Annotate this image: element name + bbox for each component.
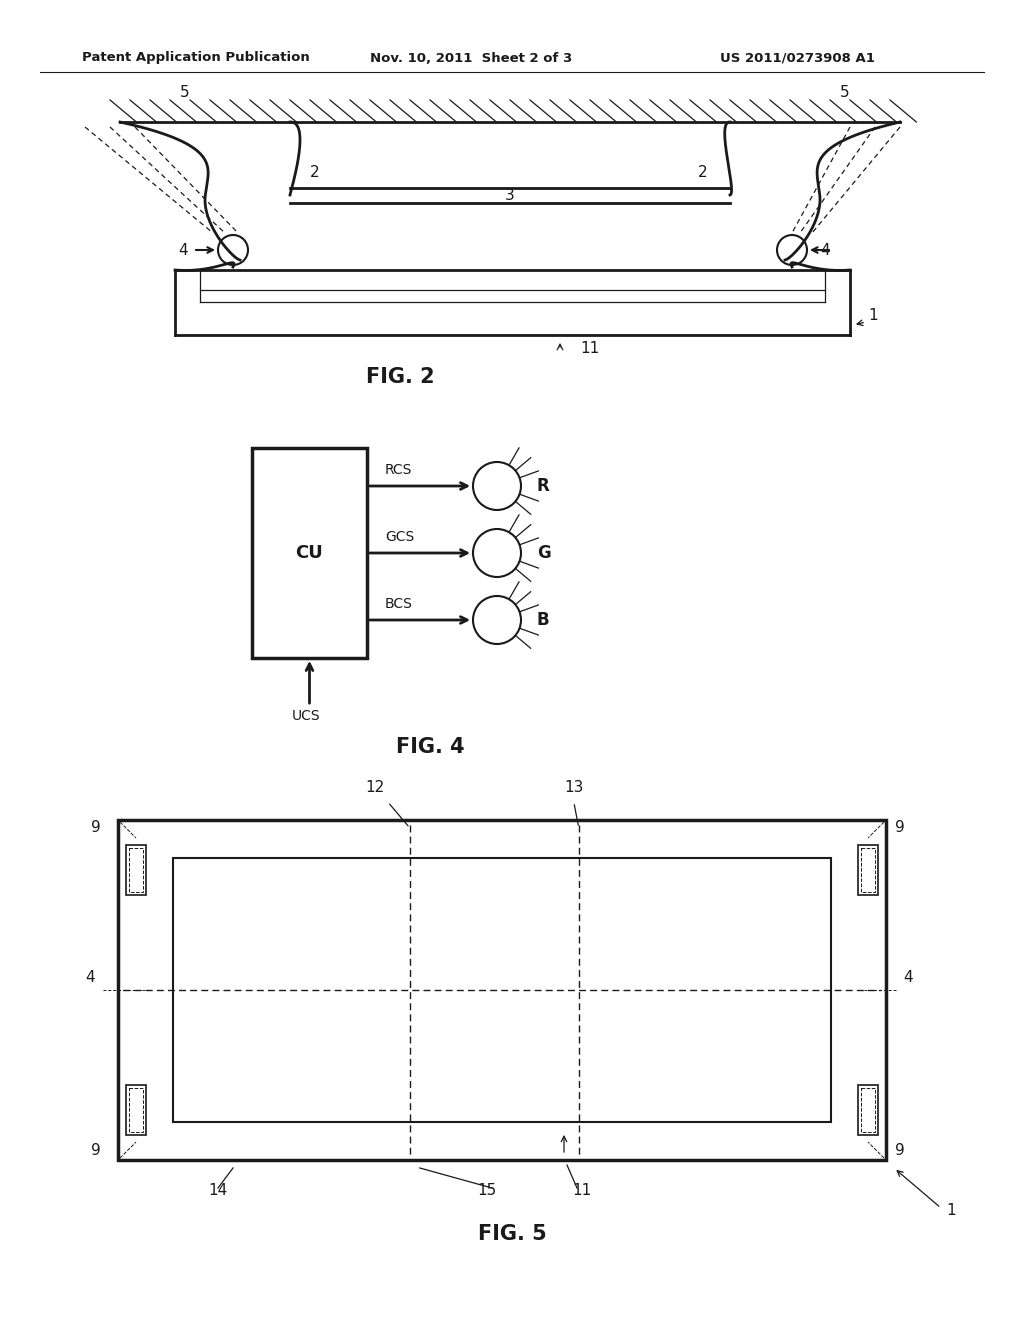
Text: 1: 1 <box>868 308 878 323</box>
Bar <box>129 1088 143 1133</box>
Text: 13: 13 <box>564 780 584 795</box>
Bar <box>173 858 831 1122</box>
Bar <box>129 847 143 892</box>
Text: 9: 9 <box>895 1143 905 1158</box>
Text: 4: 4 <box>903 970 912 985</box>
Text: 5: 5 <box>840 84 850 100</box>
Bar <box>858 1085 878 1135</box>
Bar <box>861 847 874 892</box>
Text: R: R <box>537 477 550 495</box>
Text: GCS: GCS <box>385 531 415 544</box>
Bar <box>126 845 146 895</box>
Text: 4: 4 <box>85 970 95 985</box>
Text: 3: 3 <box>505 187 515 202</box>
Text: FIG. 5: FIG. 5 <box>477 1224 547 1243</box>
Text: 11: 11 <box>581 341 600 356</box>
Text: 2: 2 <box>310 165 319 180</box>
Text: FIG. 4: FIG. 4 <box>395 737 464 756</box>
Bar <box>118 820 886 1160</box>
Bar <box>858 845 878 895</box>
Text: 11: 11 <box>572 1183 592 1199</box>
Text: 9: 9 <box>91 820 101 836</box>
Text: FIG. 2: FIG. 2 <box>366 367 434 387</box>
Text: 9: 9 <box>895 820 905 836</box>
Bar <box>126 1085 146 1135</box>
Text: 1: 1 <box>946 1203 955 1218</box>
Text: 2: 2 <box>698 165 708 180</box>
Text: BCS: BCS <box>385 597 413 611</box>
Text: 9: 9 <box>91 1143 101 1158</box>
Text: 4: 4 <box>820 243 829 257</box>
Text: CU: CU <box>296 544 324 562</box>
Bar <box>861 1088 874 1133</box>
Text: G: G <box>537 544 551 562</box>
Text: Nov. 10, 2011  Sheet 2 of 3: Nov. 10, 2011 Sheet 2 of 3 <box>370 51 572 65</box>
Text: 15: 15 <box>477 1183 497 1199</box>
Bar <box>252 447 367 657</box>
Text: 12: 12 <box>366 780 384 795</box>
Text: B: B <box>537 611 550 630</box>
Text: US 2011/0273908 A1: US 2011/0273908 A1 <box>720 51 874 65</box>
Text: 4: 4 <box>178 243 187 257</box>
Text: Patent Application Publication: Patent Application Publication <box>82 51 309 65</box>
Text: UCS: UCS <box>292 709 321 723</box>
Text: RCS: RCS <box>385 463 413 477</box>
Text: 14: 14 <box>208 1183 227 1199</box>
Text: 5: 5 <box>180 84 189 100</box>
